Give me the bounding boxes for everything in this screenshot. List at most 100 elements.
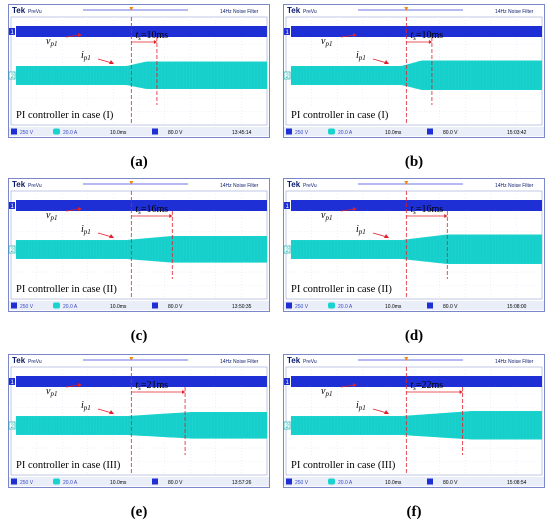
label-v-main: v	[46, 210, 51, 221]
scope-screenshot: Tek PreVu 14Hz Noise Filter12ts=10msvp1ip1…	[283, 4, 545, 138]
status-ch1-icon	[286, 302, 292, 309]
ts-symbol: t	[410, 380, 413, 391]
scope-panel-f: Tek PreVu 14Hz Noise Filter 1 2 ts=22ms vp1 ip1…	[283, 354, 545, 524]
status-bar	[9, 301, 269, 310]
ch1-marker-label: 1	[11, 30, 15, 36]
status-clock: 15:03:42	[507, 130, 527, 136]
status-timebase: 10.0ms	[385, 130, 402, 136]
trigger-marker-icon	[404, 357, 409, 361]
title-box	[14, 457, 126, 471]
ch2-marker-label: 2	[11, 74, 15, 80]
arrow-right-icon	[428, 40, 432, 44]
label-i-sub: p1	[358, 404, 366, 412]
brand-label: Tek	[287, 180, 301, 189]
ts-symbol: t	[135, 30, 138, 41]
ts-subscript: s	[138, 384, 141, 392]
label-v-main: v	[46, 36, 51, 47]
ch2-marker-icon	[283, 245, 291, 254]
arrow-right-icon	[153, 40, 157, 44]
status-trigger: 80.0 V	[168, 480, 183, 486]
ch2-marker-icon	[283, 421, 291, 430]
ch2-marker-label: 2	[11, 248, 15, 254]
label-v-sub: p1	[324, 40, 332, 48]
brand-label: Tek	[12, 6, 26, 15]
status-ch2-icon	[328, 478, 335, 485]
status-ch1-scale: 250 V	[295, 480, 309, 486]
mode-label: PreVu	[28, 359, 42, 365]
status-bar	[284, 477, 544, 486]
mode-label: PreVu	[303, 183, 317, 189]
label-i-main: i	[356, 224, 359, 235]
status-timebase: 10.0ms	[110, 480, 127, 486]
panel-caption: (c)	[130, 328, 148, 344]
filter-label: 14Hz Noise Filter	[220, 9, 259, 15]
arrow-icon	[384, 234, 389, 238]
title-box	[14, 281, 126, 295]
ch2-marker-icon	[8, 245, 16, 254]
ch1-marker-icon	[9, 202, 15, 209]
series-v-trace	[291, 376, 542, 387]
status-ch1-icon	[286, 128, 292, 135]
arrow-icon	[353, 383, 357, 387]
status-clock: 15:08:54	[507, 480, 527, 486]
arrow-icon	[384, 410, 389, 414]
ts-subscript: s	[413, 34, 416, 42]
filter-label: 14Hz Noise Filter	[495, 183, 534, 189]
status-trigger-icon	[427, 128, 433, 135]
series-i-envelope	[16, 412, 267, 439]
status-trigger-icon	[152, 478, 158, 485]
status-bar	[284, 127, 544, 136]
label-v-sub: p1	[324, 390, 332, 398]
scope-panel-b: Tek PreVu 14Hz Noise Filter 1 2 ts=10ms vp1 ip1…	[283, 4, 545, 174]
series-i-envelope	[291, 60, 542, 90]
label-i-main: i	[356, 50, 359, 61]
series-i-envelope	[291, 234, 542, 264]
panel-caption: (b)	[404, 154, 424, 170]
label-i: ip1	[81, 400, 91, 412]
label-i: ip1	[81, 224, 91, 236]
status-ch2-scale: 20.0 A	[338, 130, 353, 136]
filter-label: 14Hz Noise Filter	[495, 359, 534, 365]
label-v-pointer	[65, 208, 81, 212]
brand-label: Tek	[12, 180, 26, 189]
label-i-pointer	[372, 232, 388, 238]
arrow-icon	[109, 60, 114, 64]
status-bar	[9, 127, 269, 136]
panel-caption: (a)	[130, 154, 148, 170]
label-v-main: v	[321, 36, 326, 47]
arrow-icon	[109, 410, 114, 414]
scope-panel-e: Tek PreVu 14Hz Noise Filter 1 2 ts=21ms vp1 ip1…	[8, 354, 270, 524]
arrow-right-icon	[444, 214, 448, 218]
scope-panel-a: Tek PreVu 14Hz Noise Filter 1 2 ts=10ms vp1 ip1…	[8, 4, 270, 174]
ts-subscript: s	[138, 208, 141, 216]
arrow-icon	[78, 207, 82, 211]
status-ch1-scale: 250 V	[295, 304, 309, 310]
trigger-marker-icon	[129, 357, 134, 361]
status-ch1-icon	[11, 302, 17, 309]
series-v-trace	[16, 200, 267, 211]
status-trigger-icon	[427, 302, 433, 309]
label-v-pointer	[65, 384, 81, 388]
status-ch2-icon	[53, 128, 60, 135]
label-i-sub: p1	[358, 228, 366, 236]
status-ch2-icon	[328, 302, 335, 309]
ts-value: =10ms	[416, 30, 443, 41]
label-v-pointer	[340, 384, 356, 388]
arrow-icon	[109, 234, 114, 238]
ch1-marker-label: 1	[286, 204, 290, 210]
status-ch1-icon	[286, 478, 292, 485]
ts-value: =16ms	[141, 204, 168, 215]
status-ch2-icon	[328, 128, 335, 135]
ch1-marker-icon	[284, 202, 290, 209]
label-v-main: v	[321, 210, 326, 221]
status-timebase: 10.0ms	[385, 304, 402, 310]
brand-label: Tek	[287, 356, 301, 365]
series-v-trace	[16, 26, 267, 37]
mode-label: PreVu	[303, 9, 317, 15]
label-i-pointer	[372, 408, 388, 414]
status-ch1-icon	[11, 478, 17, 485]
scope-panel-d: Tek PreVu 14Hz Noise Filter 1 2 ts=16ms vp1 ip1…	[283, 178, 545, 348]
label-i-main: i	[356, 400, 359, 411]
mode-label: PreVu	[28, 9, 42, 15]
status-bar	[9, 477, 269, 486]
